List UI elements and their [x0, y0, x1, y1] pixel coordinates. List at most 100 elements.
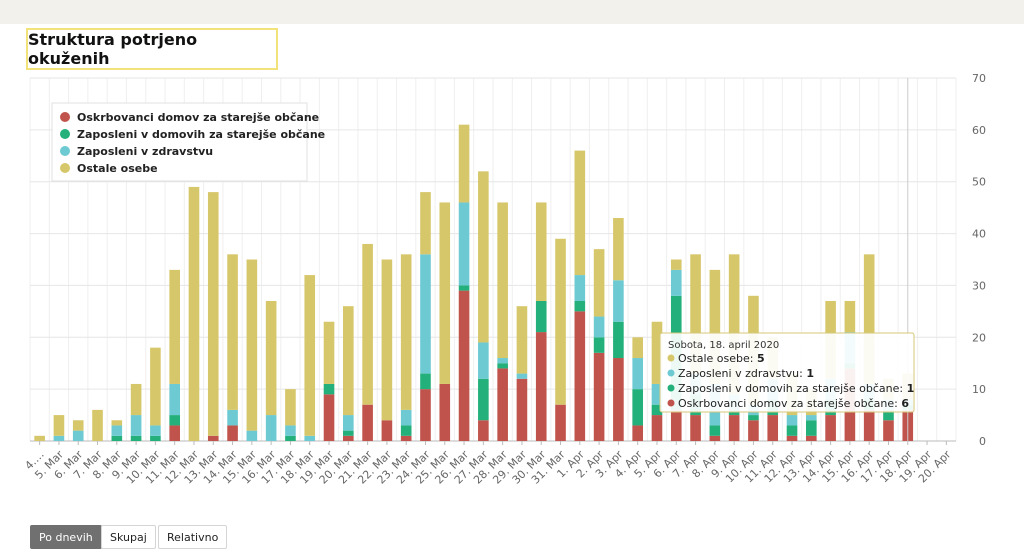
y-tick-label: 70	[972, 72, 986, 85]
bar-segment	[883, 420, 894, 441]
bar-segment	[593, 337, 605, 353]
bar-segment	[670, 269, 682, 296]
bar-segment	[709, 435, 721, 441]
bar-segment	[748, 420, 759, 441]
bar-segment	[690, 254, 701, 374]
bar-segment	[555, 238, 566, 405]
bar-segment	[806, 415, 817, 421]
bar-segment	[458, 202, 470, 286]
legend-marker	[60, 112, 70, 122]
bar-segment	[690, 415, 701, 441]
y-tick-label: 60	[972, 124, 986, 137]
bar-segment	[246, 430, 258, 441]
bar-segment	[863, 409, 875, 441]
y-tick-label: 30	[972, 279, 986, 292]
bar-segment	[535, 202, 547, 301]
legend-box	[51, 102, 308, 182]
bar-segment	[651, 404, 663, 416]
bar-segment	[265, 300, 277, 416]
legend-label: Zaposleni v zdravstvu	[77, 145, 213, 158]
bar-segment	[497, 358, 508, 364]
bar-segment	[130, 435, 142, 441]
bar-segment	[613, 321, 624, 359]
bar-segment	[458, 285, 470, 291]
bar-segment	[786, 435, 798, 441]
bar-segment	[285, 389, 296, 426]
bar-segment	[111, 420, 123, 426]
legend-marker	[60, 163, 70, 173]
bar-segment	[516, 306, 528, 374]
bar-segment	[72, 430, 84, 441]
legend-label: Zaposleni v domovih za starejše občane	[77, 128, 325, 141]
bar-segment	[555, 404, 566, 441]
tooltip-marker	[667, 384, 675, 392]
bar-segment	[593, 316, 605, 338]
bar-segment	[863, 254, 875, 384]
tooltip-marker	[667, 369, 675, 377]
bar-segment	[400, 254, 412, 410]
bar-segment	[574, 300, 586, 312]
bar-segment	[574, 275, 586, 301]
bar-segment	[786, 425, 798, 436]
bar-segment	[497, 368, 508, 441]
bar-segment	[111, 425, 123, 436]
tooltip-row: Zaposleni v zdravstvu: 1	[678, 367, 814, 380]
legend-marker	[60, 146, 70, 156]
y-tick-label: 50	[972, 176, 986, 189]
tooltip-marker	[667, 354, 675, 362]
bar-segment	[613, 358, 624, 441]
tooltip-row: Zaposleni v domovih za starejše občane: …	[678, 382, 914, 395]
bar-segment	[323, 394, 335, 441]
bar-segment	[439, 383, 451, 441]
bar-segment	[632, 389, 643, 426]
bar-segment	[285, 425, 296, 436]
tooltip-box	[659, 332, 915, 413]
legend-marker	[60, 129, 70, 139]
bar-segment	[188, 186, 200, 441]
bar-segment	[130, 415, 142, 436]
bar-segment	[381, 420, 393, 441]
po-dnevih-button[interactable]: Po dnevih	[30, 525, 102, 549]
legend-label: Ostale osebe	[77, 162, 158, 175]
bar-segment	[150, 347, 161, 426]
bar-segment	[670, 409, 682, 441]
bar-segment	[478, 171, 489, 343]
bar-segment	[323, 321, 335, 384]
bar-segment	[111, 435, 123, 441]
legend-label: Oskrbovanci domov za starejše občane	[77, 111, 319, 124]
bar-segment	[169, 383, 180, 416]
bar-segment	[304, 275, 316, 436]
bar-segment	[246, 259, 258, 431]
bar-segment	[535, 332, 547, 441]
bar-segment	[632, 337, 643, 359]
bar-segment	[883, 409, 894, 421]
chart-title: Struktura potrjeno okuženih	[26, 28, 278, 70]
y-tick-label: 40	[972, 228, 986, 241]
bar-segment	[362, 404, 373, 441]
bar-segment	[400, 409, 412, 426]
bar-segment	[53, 435, 65, 441]
bar-segment	[670, 259, 682, 270]
bar-segment	[323, 383, 335, 395]
bar-segment	[227, 409, 238, 426]
bar-segment	[420, 389, 431, 441]
bar-segment	[613, 280, 624, 322]
bar-segment	[844, 300, 856, 333]
bar-segment	[265, 415, 277, 441]
skupaj-button[interactable]: Skupaj	[101, 525, 156, 549]
y-tick-label: 20	[972, 331, 986, 344]
bar-segment	[343, 430, 354, 436]
bar-segment	[767, 415, 779, 441]
bar-segment	[806, 420, 817, 436]
bar-segment	[806, 435, 817, 441]
tooltip-header: Sobota, 18. april 2020	[668, 340, 779, 351]
bar-segment	[535, 300, 547, 333]
bar-segment	[651, 321, 663, 384]
bar-segment	[34, 435, 45, 441]
bar-segment	[227, 254, 238, 410]
bar-segment	[478, 378, 489, 421]
relativno-button[interactable]: Relativno	[158, 525, 228, 549]
bar-segment	[574, 150, 586, 276]
